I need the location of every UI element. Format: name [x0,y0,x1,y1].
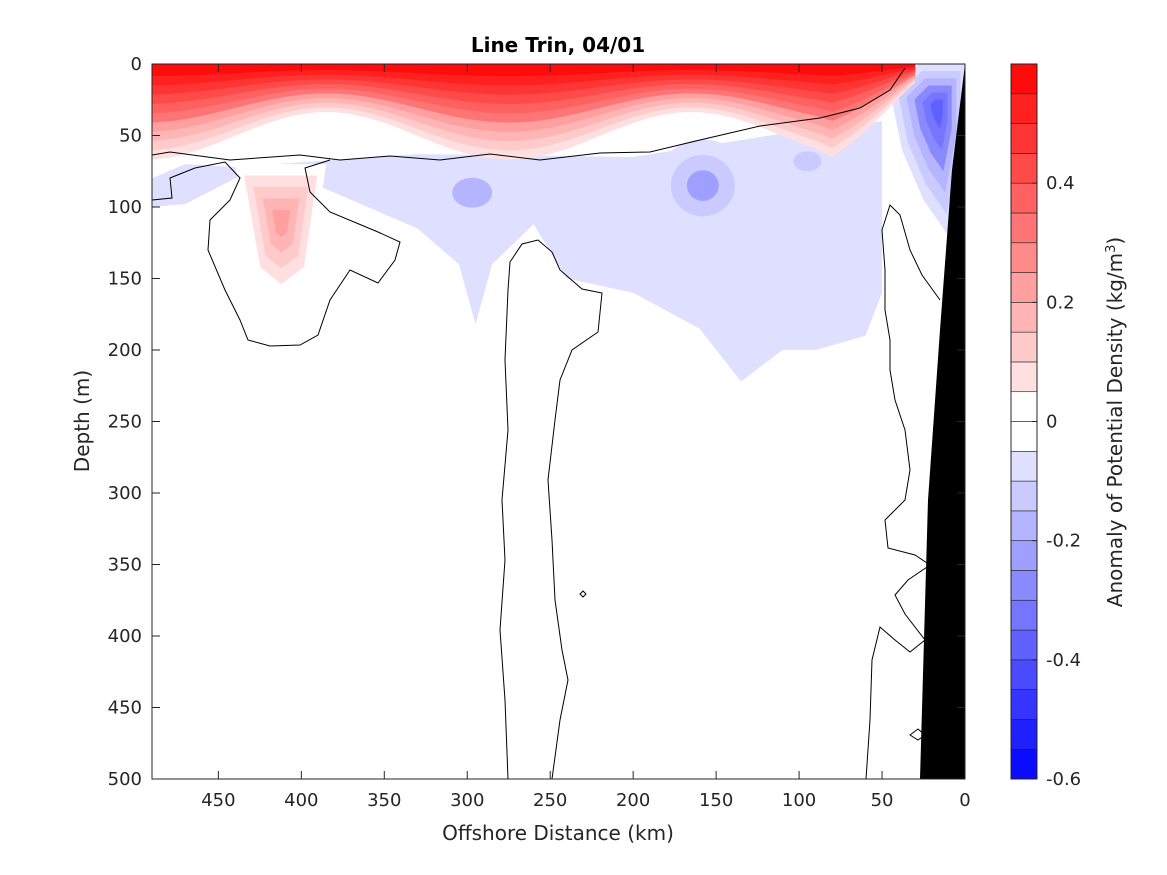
negative-anomaly-core-100km [793,151,822,172]
colorbar-swatch [1010,153,1038,184]
colorbar-swatch [1010,570,1038,601]
x-axis-label: Offshore Distance (km) [442,821,674,845]
x-tick-label: 200 [616,790,650,811]
positive-anomaly-lobe [272,209,291,238]
colorbar-swatch [1010,63,1038,95]
colorbar-tick-label: 0.4 [1046,173,1075,194]
colorbar-tick-label: -0.4 [1046,650,1081,671]
colorbar-swatch [1010,510,1038,541]
negative-anomaly-core-150km [686,170,719,201]
y-axis: 0 50 100 150 200 250 300 350 400 450 500 [108,54,965,790]
colorbar-swatch [1010,212,1038,244]
zero-contour-slope [865,204,941,779]
x-tick-label: 50 [871,790,894,811]
colorbar-label-text: Anomaly of Potential Density (kg/m [1103,253,1127,607]
colorbar-tick-label: 0.2 [1046,292,1075,313]
colorbar: 0.4 0.2 0 -0.2 -0.4 -0.6 Anomaly of Potential… [1010,63,1127,790]
zero-contour-column [499,239,603,779]
y-tick-label: 400 [108,626,142,647]
density-field [152,64,965,382]
x-tick-label: 400 [284,790,318,811]
colorbar-label-exponent: 3 [1104,245,1119,253]
y-tick-label: 150 [108,269,142,290]
y-tick-label: 200 [108,340,142,361]
x-axis: 450 400 350 300 250 200 150 100 50 0 [201,64,971,811]
colorbar-tick-label: -0.2 [1046,531,1081,552]
x-tick-label: 350 [367,790,401,811]
y-tick-label: 450 [108,698,142,719]
zero-contour-west-lobe [152,159,401,347]
colorbar-swatch [1010,391,1038,422]
x-tick-label: 250 [533,790,567,811]
colorbar-label: Anomaly of Potential Density (kg/m3) [1103,237,1127,607]
y-axis-label: Depth (m) [70,370,94,472]
x-tick-label: 0 [959,790,970,811]
y-tick-label: 250 [108,412,142,433]
negative-anomaly-core-300km [452,177,493,208]
y-tick-label: 300 [108,483,142,504]
colorbar-swatch [1010,450,1038,482]
colorbar-swatch [1010,659,1038,690]
x-tick-label: 300 [450,790,484,811]
x-tick-label: 100 [782,790,816,811]
colorbar-swatch [1010,123,1038,154]
y-tick-label: 0 [131,54,142,75]
colorbar-label-close: ) [1103,237,1127,245]
colorbar-swatch [1010,272,1038,303]
colorbar-tick-label: 0 [1046,412,1057,433]
colorbar-ticks: 0.4 0.2 0 -0.2 -0.4 -0.6 [1032,173,1081,790]
zero-contour-surface [152,67,906,161]
colorbar-swatch [1010,182,1038,214]
colorbar-swatches [1010,63,1038,780]
positive-anomaly-surface [152,64,916,77]
colorbar-swatch [1010,242,1038,273]
zero-contour-dot [579,590,587,598]
colorbar-swatch [1010,540,1038,571]
colorbar-swatch [1010,599,1038,631]
colorbar-swatch [1010,421,1038,452]
y-tick-label: 50 [119,126,142,147]
colorbar-tick-label: -0.6 [1046,769,1081,790]
colorbar-swatch [1010,689,1038,720]
colorbar-swatch [1010,361,1038,393]
x-tick-label: 450 [201,790,235,811]
chart-title: Line Trin, 04/01 [471,33,645,57]
plot-area [151,63,966,780]
y-tick-label: 500 [108,769,142,790]
colorbar-swatch [1010,480,1038,512]
zero-contours [152,67,941,779]
colorbar-swatch [1010,93,1038,124]
colorbar-swatch [1010,748,1038,780]
x-tick-label: 150 [699,790,733,811]
colorbar-swatch [1010,629,1038,661]
colorbar-swatch [1010,719,1038,750]
y-tick-label: 100 [108,197,142,218]
colorbar-swatch [1010,331,1038,363]
negative-anomaly-nearshore [930,99,943,129]
continental-shelf [920,64,965,779]
y-tick-label: 350 [108,555,142,576]
colorbar-swatch [1010,302,1038,333]
